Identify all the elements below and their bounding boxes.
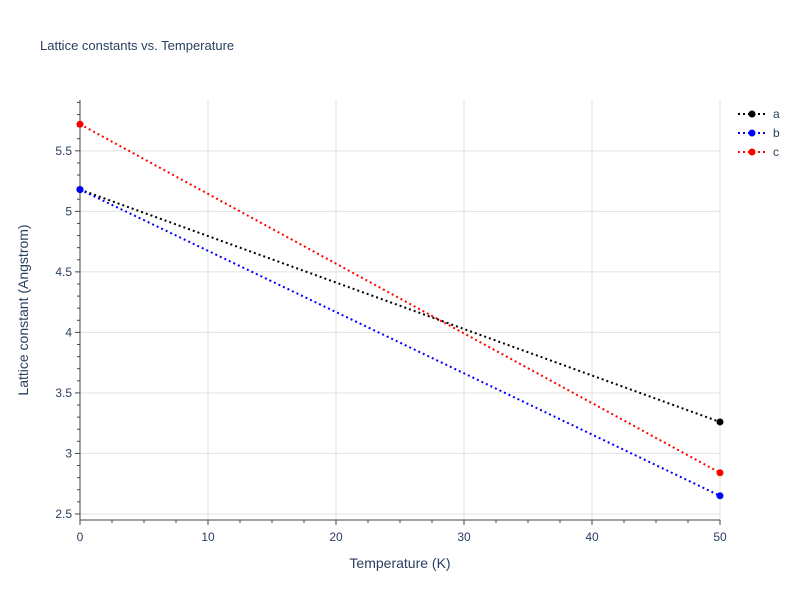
x-tick-label: 0 <box>77 530 84 544</box>
y-tick-label: 2.5 <box>55 507 72 521</box>
y-tick-label: 4 <box>65 325 72 339</box>
y-tick-label: 5 <box>65 204 72 218</box>
x-tick-label: 30 <box>457 530 471 544</box>
series-layer <box>76 120 724 500</box>
legend-label-a: a <box>773 107 780 121</box>
data-point-c <box>76 120 84 128</box>
x-tick-label: 20 <box>329 530 343 544</box>
axes: 0 10 20 30 40 50 2.5 3 3.5 4 4.5 5 5.5 <box>55 100 727 544</box>
series-line-a <box>79 188 721 423</box>
legend-label-b: b <box>773 126 780 140</box>
legend-marker-a <box>748 110 756 118</box>
legend: abc <box>738 107 780 159</box>
x-tick-label: 40 <box>585 530 599 544</box>
legend-marker-b <box>748 129 756 137</box>
data-point-c <box>716 469 724 477</box>
x-tick-label: 50 <box>713 530 727 544</box>
data-point-b <box>76 186 84 194</box>
y-tick-label: 3.5 <box>55 386 72 400</box>
data-point-b <box>716 492 724 500</box>
y-tick-label: 3 <box>65 446 72 460</box>
legend-label-c: c <box>773 145 779 159</box>
y-axis-title: Lattice constant (Angstrom) <box>15 224 31 395</box>
x-tick-label: 10 <box>201 530 215 544</box>
legend-marker-c <box>748 148 756 156</box>
y-tick-label: 4.5 <box>55 265 72 279</box>
series-line-b <box>79 188 721 497</box>
chart-title: Lattice constants vs. Temperature <box>40 38 235 53</box>
series-line-c <box>79 123 721 474</box>
x-axis-title: Temperature (K) <box>349 555 450 571</box>
data-point-a <box>716 418 724 426</box>
grid-lines <box>80 100 721 520</box>
y-tick-label: 5.5 <box>55 144 72 158</box>
